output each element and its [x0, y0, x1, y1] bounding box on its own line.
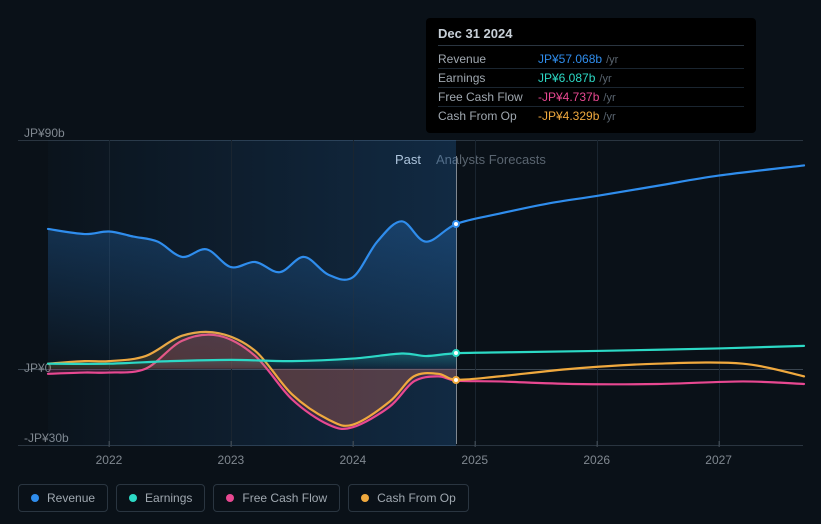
tooltip-row-unit: /yr: [606, 54, 618, 66]
tooltip-row: RevenueJP¥57.068b/yr: [438, 50, 744, 69]
tooltip-row-label: Cash From Op: [438, 109, 538, 123]
tooltip-row: Free Cash Flow-JP¥4.737b/yr: [438, 88, 744, 107]
tooltip-row-value: JP¥6.087b: [538, 71, 595, 85]
tooltip-row: Cash From Op-JP¥4.329b/yr: [438, 107, 744, 125]
x-axis-tick: 2027: [705, 453, 732, 467]
tooltip-row-value: JP¥57.068b: [538, 52, 602, 66]
tooltip-row-unit: /yr: [603, 92, 615, 104]
y-axis-label-top: JP¥90b: [24, 126, 65, 140]
legend-item-earnings[interactable]: Earnings: [116, 484, 205, 512]
x-axis-tick: 2025: [461, 453, 488, 467]
tooltip-row-value: -JP¥4.329b: [538, 109, 599, 123]
legend-label: Cash From Op: [377, 491, 456, 505]
legend-dot-icon: [31, 494, 39, 502]
legend-item-free-cash-flow[interactable]: Free Cash Flow: [213, 484, 340, 512]
legend-dot-icon: [226, 494, 234, 502]
legend-dot-icon: [361, 494, 369, 502]
tooltip-row-label: Earnings: [438, 71, 538, 85]
tooltip: Dec 31 2024 RevenueJP¥57.068b/yrEarnings…: [426, 18, 756, 133]
legend-label: Free Cash Flow: [242, 491, 327, 505]
legend-label: Earnings: [145, 491, 192, 505]
legend-item-cash-from-op[interactable]: Cash From Op: [348, 484, 469, 512]
tooltip-row: EarningsJP¥6.087b/yr: [438, 69, 744, 88]
legend-item-revenue[interactable]: Revenue: [18, 484, 108, 512]
chart-plot: [18, 140, 804, 445]
cfo-marker: [452, 376, 460, 384]
revenue-marker: [452, 220, 460, 228]
x-axis-tick: 2023: [218, 453, 245, 467]
tooltip-row-label: Revenue: [438, 52, 538, 66]
tooltip-row-unit: /yr: [603, 111, 615, 123]
tooltip-row-value: -JP¥4.737b: [538, 90, 599, 104]
legend-label: Revenue: [47, 491, 95, 505]
legend: Revenue Earnings Free Cash Flow Cash From O…: [18, 484, 469, 512]
x-axis-tick: 2026: [583, 453, 610, 467]
tooltip-row-unit: /yr: [599, 73, 611, 85]
tooltip-row-label: Free Cash Flow: [438, 90, 538, 104]
earnings-marker: [452, 349, 460, 357]
legend-dot-icon: [129, 494, 137, 502]
x-axis-tick: 2024: [339, 453, 366, 467]
tooltip-date: Dec 31 2024: [438, 26, 744, 46]
revenue-area: [48, 221, 456, 368]
x-axis-tick: 2022: [96, 453, 123, 467]
